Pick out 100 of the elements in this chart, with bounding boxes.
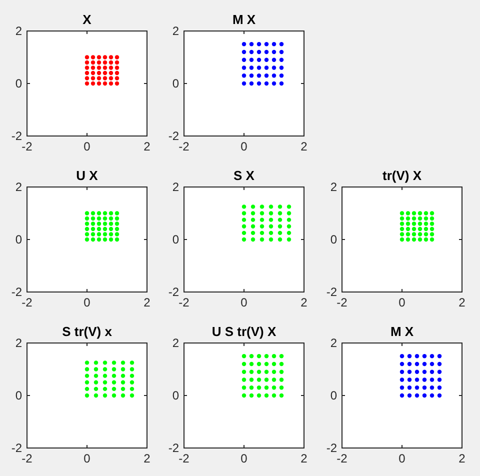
point: [418, 237, 422, 242]
point: [242, 362, 246, 366]
x-tick-label: 0: [398, 452, 406, 466]
chart-title: U S tr(V) X: [212, 324, 276, 339]
point: [278, 211, 282, 216]
point: [430, 232, 434, 236]
point: [84, 374, 90, 378]
point: [249, 393, 254, 398]
point: [406, 226, 410, 232]
point: [414, 393, 420, 398]
point: [90, 55, 96, 60]
point: [279, 354, 284, 358]
point: [108, 211, 114, 216]
point: [249, 74, 254, 78]
point: [242, 224, 246, 228]
point: [256, 50, 262, 54]
point: [272, 66, 276, 70]
point: [249, 50, 254, 54]
chart-title: S X: [234, 168, 255, 183]
point: [102, 367, 108, 372]
point: [278, 204, 282, 209]
point: [249, 378, 254, 382]
point: [256, 378, 262, 382]
y-tick-label: 0: [172, 232, 180, 246]
point: [424, 216, 428, 221]
x-tick-label: 0: [240, 296, 248, 310]
x-tick-label: 2: [300, 296, 308, 310]
x-tick-label: 2: [144, 452, 151, 466]
point: [400, 232, 404, 236]
point: [430, 393, 434, 398]
point: [112, 380, 116, 384]
point: [437, 370, 442, 374]
point: [108, 216, 114, 221]
point: [249, 42, 254, 46]
x-tick-label: 0: [240, 452, 248, 466]
chart-title: M X: [232, 12, 256, 27]
y-tick-label: 2: [172, 336, 180, 350]
point: [268, 211, 274, 216]
y-tick-label: 2: [172, 24, 180, 38]
point: [84, 386, 90, 392]
point: [94, 367, 98, 372]
point: [242, 74, 246, 78]
point: [260, 218, 264, 222]
point: [96, 226, 102, 232]
point: [418, 216, 422, 221]
y-tick-label: 2: [172, 180, 180, 194]
point: [108, 55, 114, 60]
point: [96, 60, 102, 65]
chart-title: X: [82, 12, 92, 27]
point: [96, 216, 102, 221]
point: [407, 354, 412, 358]
point: [400, 378, 404, 382]
point: [437, 378, 442, 382]
point: [437, 362, 442, 366]
point: [84, 237, 90, 242]
y-tick-label: -2: [11, 440, 22, 455]
x-tick-label: 0: [398, 296, 406, 310]
point: [84, 216, 90, 221]
point: [242, 81, 246, 86]
point: [260, 230, 264, 236]
point: [102, 66, 108, 70]
point: [286, 224, 292, 228]
point: [102, 70, 108, 76]
point: [94, 386, 98, 392]
point: [96, 70, 102, 76]
point: [412, 226, 416, 232]
point: [114, 216, 120, 221]
y-tick-label: -2: [11, 128, 22, 143]
point: [268, 204, 274, 209]
point: [94, 380, 98, 384]
point: [279, 378, 284, 382]
point: [242, 393, 246, 398]
point: [264, 81, 269, 86]
point: [286, 218, 292, 222]
point: [90, 211, 96, 216]
x-tick-label: 0: [84, 296, 91, 310]
point: [96, 81, 102, 86]
point: [422, 378, 427, 382]
point: [256, 386, 262, 390]
point: [96, 237, 102, 242]
point: [256, 370, 262, 374]
point: [242, 66, 246, 70]
point: [90, 70, 96, 76]
x-tick-label: 2: [458, 296, 466, 310]
point: [90, 60, 96, 65]
y-tick-label: 0: [15, 76, 22, 90]
point: [268, 224, 274, 228]
point: [242, 370, 246, 374]
y-tick-label: -2: [326, 284, 338, 299]
point: [279, 386, 284, 390]
point: [84, 70, 90, 76]
point: [430, 222, 434, 226]
point: [400, 222, 404, 226]
point: [279, 81, 284, 86]
point: [84, 211, 90, 216]
point: [264, 386, 269, 390]
y-tick-label: -2: [168, 440, 180, 455]
point: [406, 232, 410, 236]
point: [407, 393, 412, 398]
point: [242, 211, 246, 216]
